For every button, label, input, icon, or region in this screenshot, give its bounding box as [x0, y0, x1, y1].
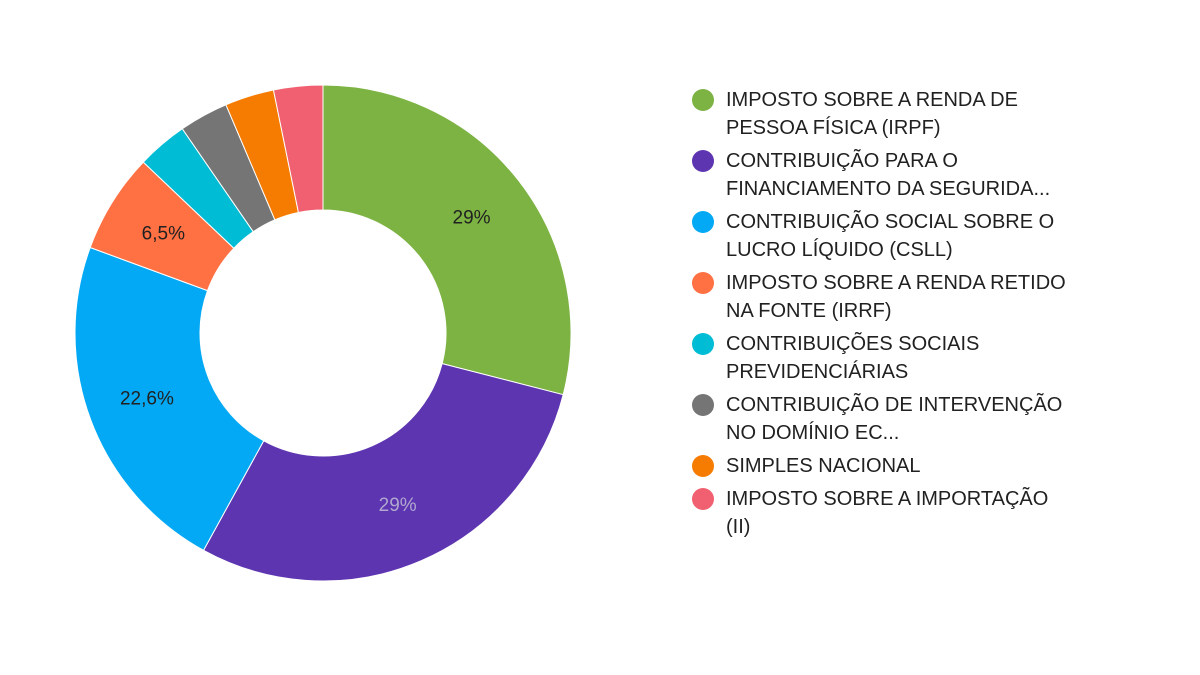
legend-item[interactable]: CONTRIBUIÇÕES SOCIAIS PREVIDENCIÁRIAS	[692, 330, 1092, 386]
slice-data-label: 29%	[453, 207, 491, 228]
legend-label: IMPOSTO SOBRE A IMPORTAÇÃO (II)	[726, 488, 1049, 538]
donut-chart: 29% 29% 22,6% 6,5%	[74, 84, 572, 582]
legend-item[interactable]: CONTRIBUIÇÃO SOCIAL SOBRE O LUCRO LÍQUID…	[692, 208, 1092, 264]
legend-swatch-icon	[692, 211, 714, 233]
legend-label: CONTRIBUIÇÃO DE INTERVENÇÃO NO DOMÍNIO E…	[726, 394, 1063, 444]
legend-swatch-icon	[692, 272, 714, 294]
legend-item[interactable]: CONTRIBUIÇÃO PARA O FINANCIAMENTO DA SEG…	[692, 147, 1092, 203]
legend-item[interactable]: IMPOSTO SOBRE A RENDA DE PESSOA FÍSICA (…	[692, 86, 1092, 142]
donut-slice[interactable]	[272, 84, 324, 214]
legend-swatch-icon	[692, 455, 714, 477]
legend-swatch-icon	[692, 150, 714, 172]
legend-label: IMPOSTO SOBRE A RENDA RETIDO NA FONTE (I…	[726, 272, 1066, 322]
legend-swatch-icon	[692, 488, 714, 510]
legend-label: CONTRIBUIÇÃO SOCIAL SOBRE O LUCRO LÍQUID…	[726, 211, 1055, 261]
legend-item[interactable]: IMPOSTO SOBRE A RENDA RETIDO NA FONTE (I…	[692, 269, 1092, 325]
legend-item[interactable]: CONTRIBUIÇÃO DE INTERVENÇÃO NO DOMÍNIO E…	[692, 391, 1092, 447]
donut-slice[interactable]	[202, 362, 564, 582]
legend-item[interactable]: IMPOSTO SOBRE A IMPORTAÇÃO (II)	[692, 485, 1092, 541]
donut-slice[interactable]	[322, 84, 572, 396]
legend-swatch-icon	[692, 89, 714, 111]
donut-slice[interactable]	[74, 246, 265, 552]
slice-data-label: 29%	[379, 495, 417, 516]
legend: IMPOSTO SOBRE A RENDA DE PESSOA FÍSICA (…	[692, 86, 1092, 546]
legend-label: SIMPLES NACIONAL	[726, 455, 921, 477]
legend-label: CONTRIBUIÇÕES SOCIAIS PREVIDENCIÁRIAS	[726, 333, 980, 383]
slice-data-label: 6,5%	[142, 223, 185, 244]
legend-item[interactable]: SIMPLES NACIONAL	[692, 452, 1092, 480]
legend-label: CONTRIBUIÇÃO PARA O FINANCIAMENTO DA SEG…	[726, 150, 1051, 200]
legend-swatch-icon	[692, 394, 714, 416]
legend-label: IMPOSTO SOBRE A RENDA DE PESSOA FÍSICA (…	[726, 89, 1018, 139]
slice-data-label: 22,6%	[120, 388, 174, 409]
legend-swatch-icon	[692, 333, 714, 355]
